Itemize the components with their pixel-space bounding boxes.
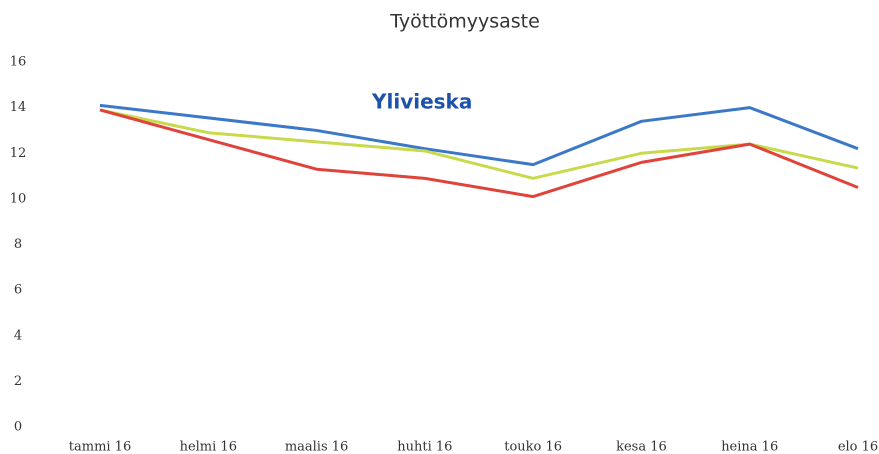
y-tick-label: 14 xyxy=(10,100,27,115)
x-tick-label: helmi 16 xyxy=(180,440,237,454)
chart-title: Työttömyysaste xyxy=(389,11,540,33)
series-line xyxy=(99,108,859,199)
x-tick-label: touko 16 xyxy=(504,440,562,454)
y-tick-label: 10 xyxy=(10,191,27,206)
series-line xyxy=(99,103,859,167)
y-tick-label: 12 xyxy=(10,146,27,161)
y-tick-label: 4 xyxy=(14,328,22,343)
y-tick-label: 2 xyxy=(14,374,22,389)
x-tick-label: kesa 16 xyxy=(616,440,667,454)
x-tick-label: huhti 16 xyxy=(397,440,452,454)
annotation: Ylivieska xyxy=(371,90,472,114)
y-tick-label: 6 xyxy=(14,283,22,298)
x-tick-label: tammi 16 xyxy=(69,440,131,454)
x-tick-label: heina 16 xyxy=(721,440,778,454)
y-tick-label: 8 xyxy=(14,237,22,252)
x-tick-label: elo 16 xyxy=(838,440,878,454)
y-tick-label: 0 xyxy=(14,420,22,435)
x-tick-label: maalis 16 xyxy=(285,440,349,454)
y-tick-label: 16 xyxy=(10,55,27,70)
